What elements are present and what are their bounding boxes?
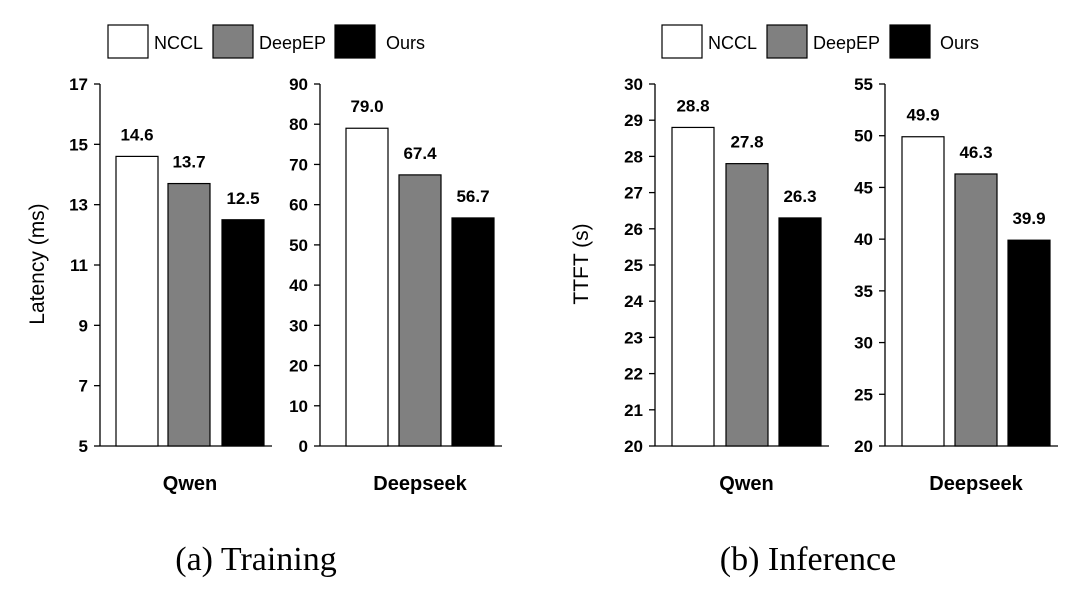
y-tick-label: 30	[854, 334, 873, 353]
y-tick-label: 22	[624, 365, 643, 384]
x-category-label: Qwen	[719, 473, 773, 495]
x-category-label: Qwen	[163, 473, 217, 495]
y-tick-label: 30	[624, 75, 643, 94]
y-tick-label: 26	[624, 220, 643, 239]
y-tick-label: 45	[854, 178, 873, 197]
value-label-deepep: 13.7	[172, 153, 205, 172]
y-tick-label: 25	[624, 256, 643, 275]
y-tick-label: 35	[854, 282, 873, 301]
legend-training: NCCL DeepEP Ours	[107, 24, 425, 59]
y-tick-label: 60	[289, 196, 308, 215]
value-label-nccl: 49.9	[906, 106, 939, 125]
y-axis-title-training: Latency (ms)	[26, 203, 49, 324]
y-tick-label: 13	[69, 196, 88, 215]
legend-label-deepep: DeepEP	[813, 33, 880, 53]
y-tick-label: 17	[69, 75, 88, 94]
panel-training-qwen: 5 7 9 11 13 15 17 14.6 13.7 12.5 Qwen	[69, 75, 272, 495]
bar-nccl	[671, 126, 715, 447]
legend-label-ours: Ours	[386, 33, 425, 53]
y-tick-label: 40	[854, 230, 873, 249]
value-label-nccl: 79.0	[350, 97, 383, 116]
y-tick-label: 80	[289, 115, 308, 134]
value-label-nccl: 28.8	[676, 96, 709, 115]
value-label-deepep: 67.4	[403, 144, 437, 163]
bar-deepep	[954, 173, 998, 447]
y-tick-label: 5	[79, 437, 88, 456]
legend-swatch-ours	[889, 24, 931, 59]
y-tick-label: 20	[289, 357, 308, 376]
bar-ours	[451, 217, 495, 447]
x-category-label: Deepseek	[929, 473, 1023, 495]
legend-label-deepep: DeepEP	[259, 33, 326, 53]
y-tick-label: 50	[289, 236, 308, 255]
legend-swatch-ours	[334, 24, 376, 59]
caption-inference: (b) Inference	[720, 541, 896, 578]
legend-swatch-nccl	[107, 24, 149, 59]
value-label-deepep: 46.3	[959, 143, 992, 162]
bar-ours	[1007, 239, 1051, 447]
y-tick-label: 24	[624, 292, 643, 311]
legend-inference: NCCL DeepEP Ours	[661, 24, 979, 59]
y-tick-label: 90	[289, 75, 308, 94]
caption-training: (a) Training	[175, 541, 337, 578]
panel-training-deepseek: 0 10 20 30 40 50 60 70 80 90 79.0 67.4 56.7 Deepseek	[289, 75, 502, 495]
y-tick-label: 0	[299, 437, 308, 456]
legend-label-ours: Ours	[940, 33, 979, 53]
bar-deepep	[398, 174, 442, 447]
y-tick-label: 28	[624, 147, 643, 166]
bar-ours	[778, 217, 822, 447]
y-tick-label: 50	[854, 127, 873, 146]
value-label-deepep: 27.8	[730, 133, 763, 152]
value-label-ours: 12.5	[226, 189, 259, 208]
y-tick-label: 21	[624, 401, 643, 420]
y-tick-label: 9	[79, 316, 88, 335]
legend-swatch-deepep	[212, 24, 254, 59]
bar-nccl	[345, 127, 389, 447]
bar-deepep	[725, 163, 769, 447]
x-category-label: Deepseek	[373, 473, 467, 495]
y-tick-label: 20	[854, 437, 873, 456]
y-tick-label: 40	[289, 276, 308, 295]
value-label-ours: 26.3	[783, 187, 816, 206]
y-tick-label: 10	[289, 397, 308, 416]
y-tick-label: 7	[79, 377, 88, 396]
y-tick-label: 25	[854, 385, 873, 404]
panel-inference-qwen: 20 21 22 23 24 25 26 27 28 29 30 28.8 27.8 26.3 Qwen	[624, 75, 829, 495]
y-tick-label: 55	[854, 75, 873, 94]
bar-deepep	[167, 182, 211, 447]
bar-nccl	[901, 136, 945, 447]
legend-swatch-deepep	[766, 24, 808, 59]
value-label-ours: 39.9	[1012, 209, 1045, 228]
y-tick-label: 11	[70, 256, 88, 275]
legend-label-nccl: NCCL	[154, 33, 203, 53]
bar-ours	[221, 219, 265, 447]
y-tick-label: 23	[624, 328, 643, 347]
y-tick-label: 29	[624, 111, 643, 130]
y-tick-label: 27	[624, 184, 643, 203]
y-axis-title-inference: TTFT (s)	[570, 223, 593, 304]
y-tick-label: 20	[624, 437, 643, 456]
value-label-ours: 56.7	[456, 187, 489, 206]
value-label-nccl: 14.6	[120, 125, 153, 144]
bar-nccl	[115, 155, 159, 447]
y-tick-label: 70	[289, 155, 308, 174]
y-tick-label: 15	[69, 135, 88, 154]
y-tick-label: 30	[289, 316, 308, 335]
legend-label-nccl: NCCL	[708, 33, 757, 53]
legend-swatch-nccl	[661, 24, 703, 59]
panel-inference-deepseek: 20 25 30 35 40 45 50 55 49.9 46.3 39.9 Deepseek	[854, 75, 1058, 495]
